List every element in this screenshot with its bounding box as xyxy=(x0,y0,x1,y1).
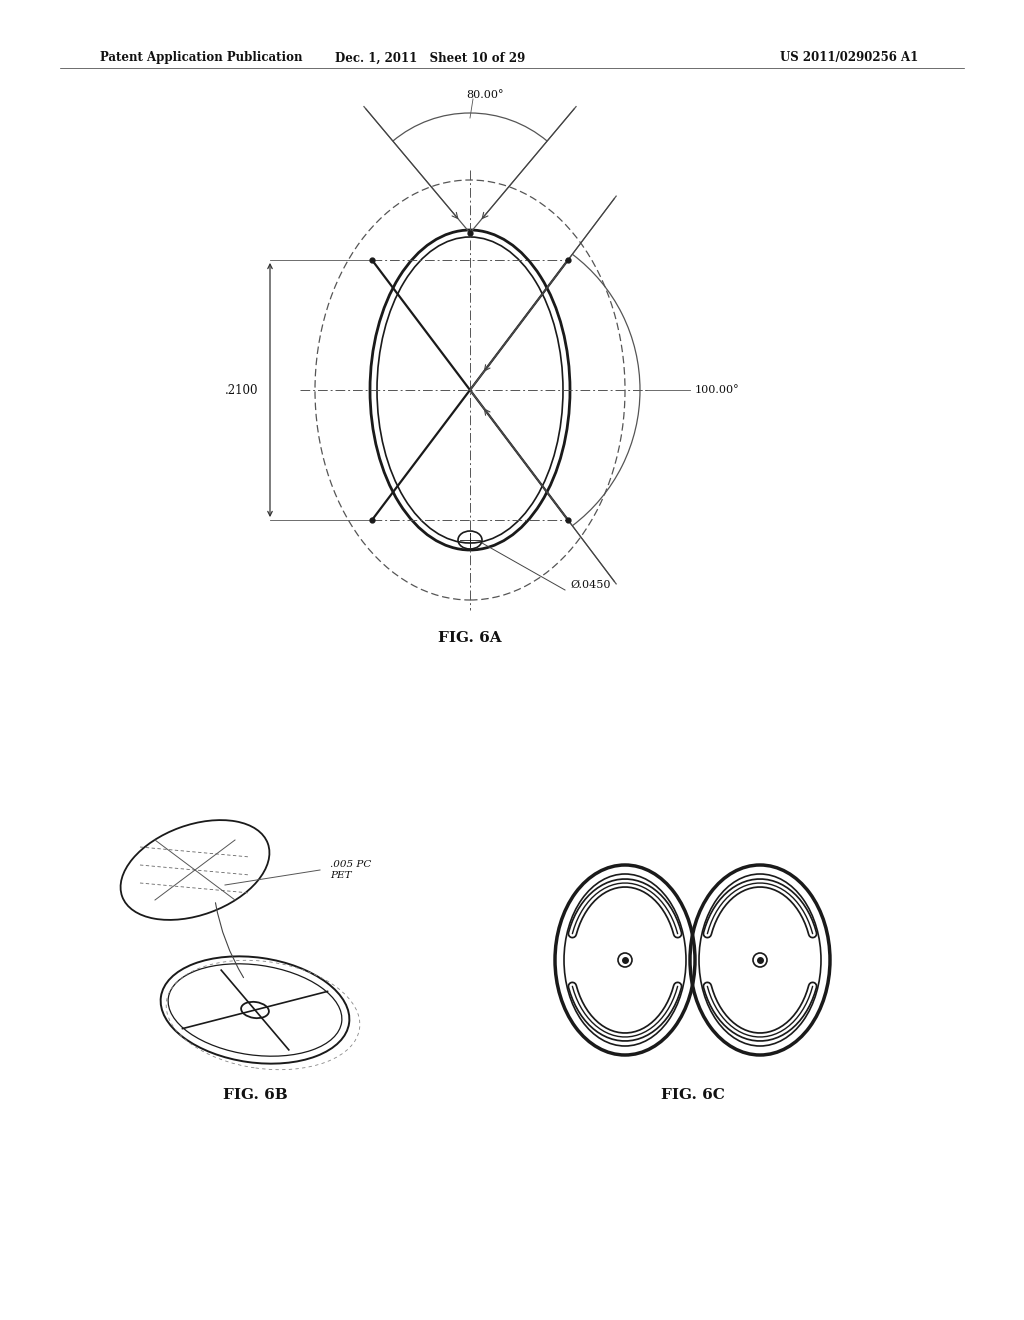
Ellipse shape xyxy=(753,953,767,968)
Text: Ø.0450: Ø.0450 xyxy=(570,579,610,590)
Text: .005 PC
PET: .005 PC PET xyxy=(330,861,372,879)
Ellipse shape xyxy=(618,953,632,968)
Text: FIG. 6A: FIG. 6A xyxy=(438,631,502,645)
Text: 100.00°: 100.00° xyxy=(695,385,739,395)
Text: .2100: .2100 xyxy=(224,384,258,396)
Text: Dec. 1, 2011   Sheet 10 of 29: Dec. 1, 2011 Sheet 10 of 29 xyxy=(335,51,525,65)
Text: Patent Application Publication: Patent Application Publication xyxy=(100,51,302,65)
Text: FIG. 6C: FIG. 6C xyxy=(662,1088,725,1102)
Text: 80.00°: 80.00° xyxy=(466,90,504,100)
Text: FIG. 6B: FIG. 6B xyxy=(222,1088,288,1102)
Text: US 2011/0290256 A1: US 2011/0290256 A1 xyxy=(780,51,919,65)
